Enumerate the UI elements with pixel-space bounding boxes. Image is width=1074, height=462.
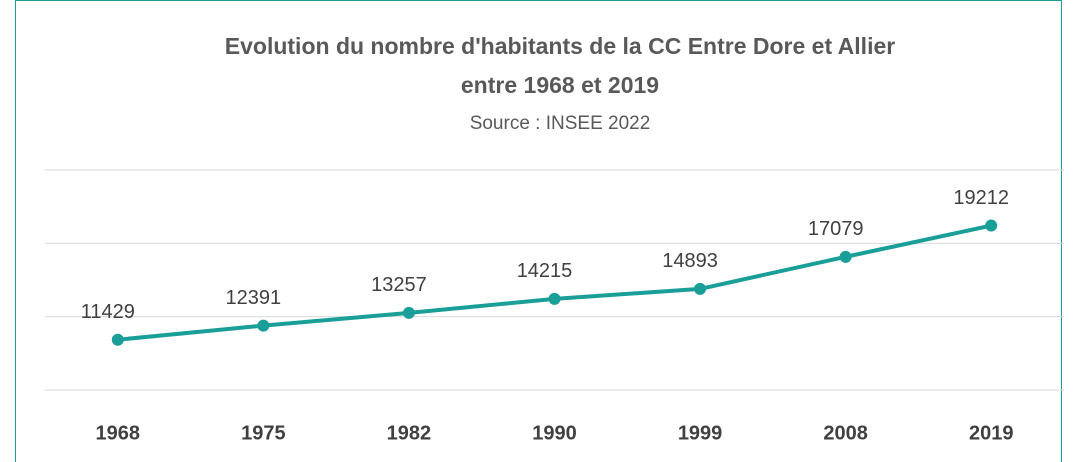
data-point xyxy=(694,282,707,295)
data-label: 17079 xyxy=(808,218,864,240)
data-label: 19212 xyxy=(953,187,1009,209)
x-tick-label: 1982 xyxy=(387,422,432,444)
data-point xyxy=(257,319,270,332)
data-point xyxy=(111,333,124,346)
chart-title: entre 1968 et 2019 xyxy=(461,72,659,98)
data-point xyxy=(985,219,998,232)
data-point xyxy=(839,250,852,263)
x-tick-label: 1990 xyxy=(532,422,577,444)
x-tick-label: 1999 xyxy=(678,422,723,444)
data-label: 11429 xyxy=(81,301,135,323)
data-label: 13257 xyxy=(371,274,427,296)
data-label: 12391 xyxy=(226,287,282,309)
chart-frame xyxy=(15,0,1062,462)
x-tick-label: 2008 xyxy=(823,422,868,444)
data-label: 14893 xyxy=(662,250,718,272)
x-tick-label: 1968 xyxy=(96,422,141,444)
chart-subtitle: Source : INSEE 2022 xyxy=(470,113,651,134)
chart-title: Evolution du nombre d'habitants de la CC… xyxy=(225,33,895,59)
data-label: 14215 xyxy=(517,260,573,282)
data-point xyxy=(402,306,415,319)
x-tick-label: 1975 xyxy=(241,422,286,444)
x-tick-label: 2019 xyxy=(969,422,1014,444)
data-point xyxy=(548,292,561,305)
